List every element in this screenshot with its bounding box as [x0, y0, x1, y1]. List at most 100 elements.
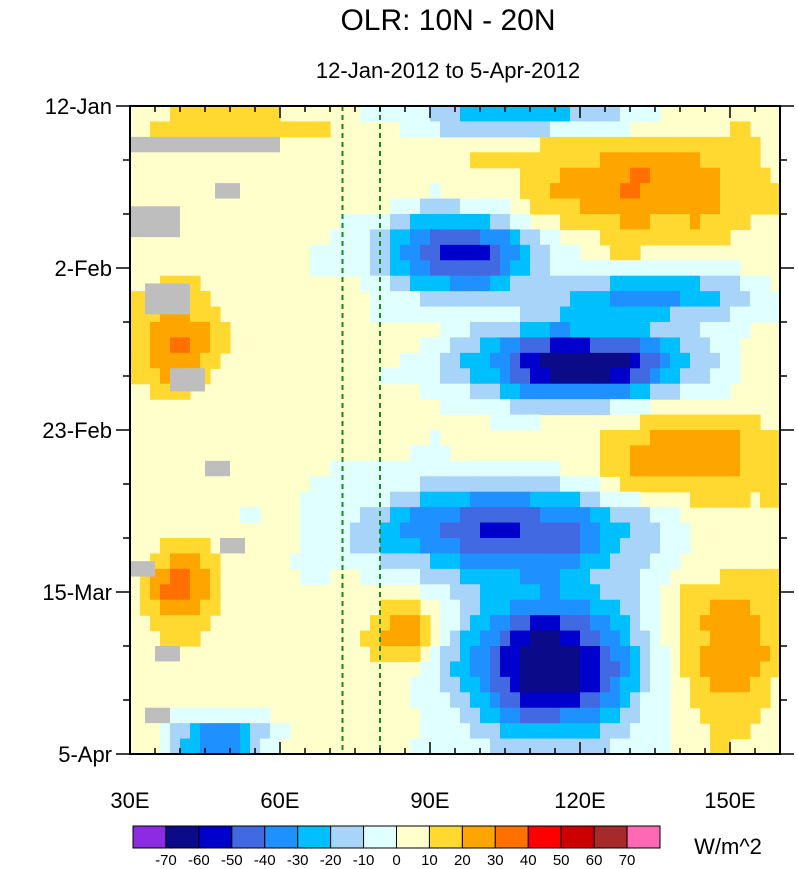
heatmap-cell — [550, 291, 561, 308]
x-tick-label: 60E — [260, 788, 299, 813]
heatmap-cell — [620, 538, 631, 555]
heatmap-cell — [370, 275, 381, 292]
heatmap-cell — [490, 568, 501, 585]
heatmap-cell — [650, 291, 661, 308]
heatmap-cell — [560, 676, 571, 693]
heatmap-cell — [430, 198, 441, 215]
heatmap-cell — [650, 229, 661, 246]
heatmap-cell — [560, 661, 571, 678]
heatmap-cell — [610, 507, 621, 524]
heatmap-cell — [690, 460, 701, 477]
heatmap-cell — [580, 183, 591, 200]
heatmap-cell — [670, 322, 681, 339]
heatmap-cell — [720, 707, 731, 724]
heatmap-cell — [490, 491, 501, 508]
heatmap-cell — [180, 615, 191, 632]
colorbar-label: 0 — [392, 852, 400, 869]
heatmap-cell — [740, 121, 751, 138]
heatmap-cell — [430, 352, 441, 369]
heatmap-cell — [520, 260, 531, 277]
x-tick-label: 90E — [410, 788, 449, 813]
heatmap-cell — [510, 723, 521, 740]
heatmap-cell — [630, 522, 641, 539]
heatmap-cell — [510, 553, 521, 570]
heatmap-cell — [710, 584, 721, 601]
heatmap-cell — [440, 229, 451, 246]
heatmap-cell — [490, 676, 501, 693]
heatmap-cell — [570, 260, 581, 277]
heatmap-cell — [680, 460, 691, 477]
heatmap-cell — [680, 167, 691, 184]
heatmap-cell — [390, 553, 401, 570]
heatmap-cell — [570, 630, 581, 647]
heatmap-cell — [590, 275, 601, 292]
heatmap-cell — [540, 723, 551, 740]
heatmap-cell — [720, 152, 731, 169]
heatmap-cell — [450, 692, 461, 709]
heatmap-cell — [430, 337, 441, 354]
heatmap-cell — [570, 738, 581, 754]
heatmap-cell — [580, 615, 591, 632]
heatmap-cell — [480, 291, 491, 308]
heatmap-cell — [590, 152, 601, 169]
missing-data-patch — [145, 707, 170, 724]
heatmap-cell — [710, 306, 721, 323]
heatmap-cell — [520, 352, 531, 369]
heatmap-cell — [500, 723, 511, 740]
heatmap-cell — [520, 553, 531, 570]
heatmap-cell — [500, 198, 511, 215]
heatmap-cell — [710, 414, 721, 431]
colorbar-label: 20 — [454, 852, 471, 869]
heatmap-cell — [150, 553, 161, 570]
heatmap-cell — [650, 136, 661, 153]
heatmap-cell — [210, 723, 221, 740]
heatmap-cell — [490, 198, 501, 215]
heatmap-cell — [550, 337, 561, 354]
heatmap-cell — [430, 538, 441, 555]
colorbar-box — [165, 825, 200, 849]
heatmap-cell — [200, 291, 211, 308]
heatmap-cell — [630, 723, 641, 740]
heatmap-cell — [560, 167, 571, 184]
heatmap-cell — [730, 476, 741, 493]
heatmap-cell — [720, 568, 731, 585]
heatmap-cell — [550, 630, 561, 647]
heatmap-cell — [580, 337, 591, 354]
heatmap-cell — [350, 538, 361, 555]
heatmap-cell — [620, 275, 631, 292]
heatmap-cell — [450, 553, 461, 570]
heatmap-cell — [680, 136, 691, 153]
heatmap-cell — [590, 491, 601, 508]
heatmap-cell — [680, 337, 691, 354]
heatmap-cell — [710, 322, 721, 339]
heatmap-cell — [710, 229, 721, 246]
heatmap-cell — [400, 352, 411, 369]
heatmap-cell — [480, 352, 491, 369]
heatmap-cell — [370, 306, 381, 323]
heatmap-cell — [210, 352, 221, 369]
heatmap-cell — [420, 692, 431, 709]
heatmap-cell — [180, 352, 191, 369]
heatmap-cell — [630, 646, 641, 663]
heatmap-cell — [640, 275, 651, 292]
heatmap-cell — [630, 599, 641, 616]
heatmap-cell — [560, 646, 571, 663]
heatmap-cell — [490, 322, 501, 339]
heatmap-cell — [360, 244, 371, 261]
heatmap-cell — [160, 121, 171, 138]
heatmap-cell — [470, 275, 481, 292]
heatmap-cell — [550, 738, 561, 754]
heatmap-cell — [510, 538, 521, 555]
heatmap-cell — [620, 599, 631, 616]
heatmap-cell — [300, 507, 311, 524]
heatmap-cell — [670, 522, 681, 539]
heatmap-cell — [660, 352, 671, 369]
heatmap-cell — [770, 291, 780, 308]
heatmap-cell — [620, 198, 631, 215]
heatmap-cell — [350, 491, 361, 508]
heatmap-cell — [630, 692, 641, 709]
heatmap-cell — [670, 430, 681, 447]
heatmap-cell — [190, 568, 201, 585]
heatmap-cell — [240, 738, 251, 754]
heatmap-cell — [380, 522, 391, 539]
